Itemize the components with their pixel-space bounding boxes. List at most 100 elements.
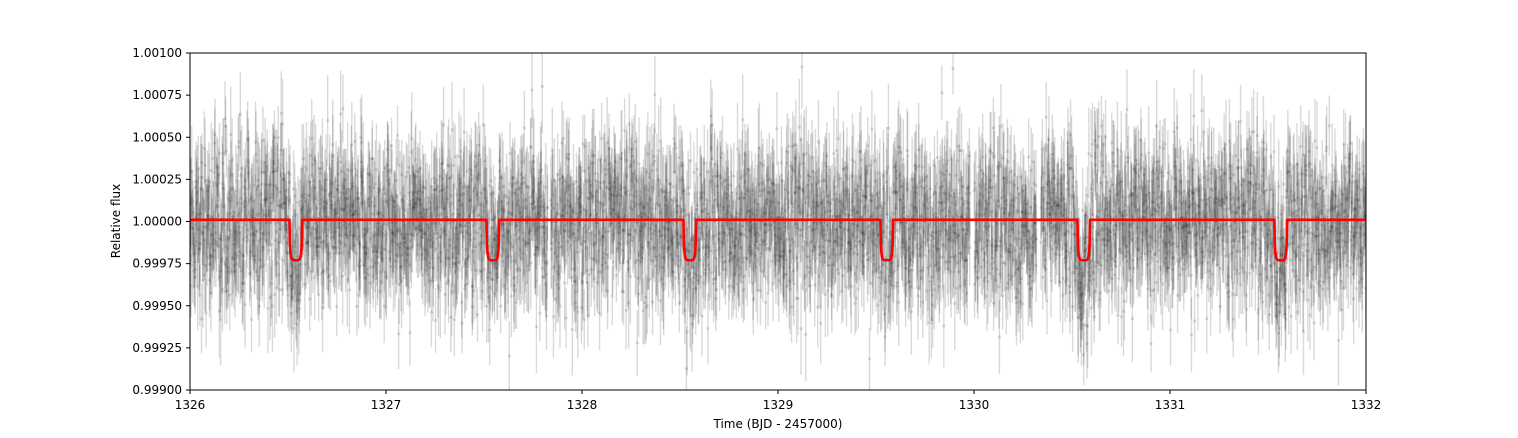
data-point	[240, 165, 244, 242]
data-point	[198, 202, 202, 285]
data-point	[232, 189, 237, 274]
data-point	[191, 200, 195, 258]
data-point	[240, 124, 244, 213]
data-point	[207, 243, 212, 317]
data-point	[245, 214, 249, 268]
data-point	[231, 220, 235, 294]
data-point	[237, 179, 241, 248]
data-point	[231, 155, 235, 222]
data-point	[240, 241, 244, 325]
data-point	[197, 207, 201, 291]
data-point	[209, 214, 213, 295]
x-tick-label: 1328	[567, 398, 598, 412]
data-point	[229, 194, 234, 275]
data-point	[209, 254, 213, 332]
data-point	[201, 185, 205, 282]
data-point	[217, 122, 222, 185]
data-point	[206, 177, 210, 272]
data-point	[242, 174, 246, 239]
data-point	[201, 232, 205, 328]
data-point	[196, 242, 200, 331]
data-point	[229, 140, 233, 209]
data-point	[192, 218, 196, 289]
data-point	[238, 230, 242, 304]
data-point	[205, 184, 209, 272]
y-tick-label: 1.00025	[132, 172, 182, 186]
data-point	[227, 153, 231, 231]
data-point	[204, 278, 208, 348]
data-point	[215, 135, 219, 196]
data-point	[199, 284, 204, 354]
data-point	[244, 159, 248, 220]
y-tick-label: 1.00075	[132, 88, 182, 102]
data-point	[224, 235, 228, 293]
data-point	[408, 299, 412, 366]
data-point	[194, 141, 198, 222]
data-point	[233, 225, 237, 318]
data-point	[202, 197, 206, 256]
data-point	[205, 230, 209, 286]
y-axis: 0.99900 0.99925 0.99950 0.99975 1.00000 1.000…	[132, 46, 190, 397]
data-point	[215, 163, 220, 248]
data-point	[228, 259, 232, 331]
data-point	[800, 53, 804, 109]
data-point	[799, 282, 803, 375]
data-point	[207, 142, 211, 231]
data-point	[236, 115, 240, 179]
data-point	[218, 191, 222, 286]
data-point	[237, 113, 241, 172]
data-point	[237, 208, 241, 295]
data-point	[217, 147, 221, 202]
data-point	[244, 195, 248, 254]
data-point	[216, 212, 221, 281]
data-point	[195, 196, 199, 287]
data-point	[236, 221, 240, 292]
data-point	[236, 182, 240, 249]
data-point	[226, 234, 230, 309]
data-point	[243, 261, 247, 348]
data-point	[951, 53, 955, 95]
data-point	[225, 193, 230, 285]
data-point	[217, 264, 221, 358]
data-point	[230, 214, 234, 304]
data-point	[507, 320, 511, 390]
data-point	[538, 285, 542, 342]
data-point	[222, 172, 226, 242]
data-point	[232, 185, 236, 239]
data-point	[200, 197, 204, 266]
x-tick-label: 1331	[1155, 398, 1186, 412]
x-axis-label: Time (BJD - 2457000)	[713, 417, 843, 431]
data-point	[195, 145, 200, 239]
data-point	[653, 55, 657, 134]
data-point	[201, 188, 205, 277]
data-point	[218, 231, 222, 313]
data-point	[237, 198, 242, 267]
data-point	[1193, 289, 1197, 353]
data-point	[1189, 297, 1194, 373]
data-point	[203, 218, 208, 313]
data-point	[191, 179, 195, 246]
data-point	[214, 216, 219, 273]
data-point	[1205, 284, 1209, 354]
data-point	[223, 203, 227, 289]
data-point	[196, 135, 200, 203]
data-point	[192, 207, 196, 261]
data-point	[210, 197, 214, 271]
data-point	[216, 166, 220, 248]
data-point	[190, 126, 194, 217]
x-tick-label: 1329	[763, 398, 794, 412]
data-point	[214, 205, 218, 260]
data-point	[433, 287, 438, 353]
data-point	[215, 157, 219, 214]
data-point	[241, 200, 246, 279]
data-point	[208, 218, 212, 311]
data-point	[202, 111, 206, 186]
data-point	[228, 168, 232, 259]
data-point	[194, 161, 199, 245]
data-point	[229, 160, 233, 220]
data-point	[209, 122, 213, 219]
data-point	[232, 211, 236, 277]
data-point	[220, 247, 225, 332]
data-point	[208, 227, 212, 285]
